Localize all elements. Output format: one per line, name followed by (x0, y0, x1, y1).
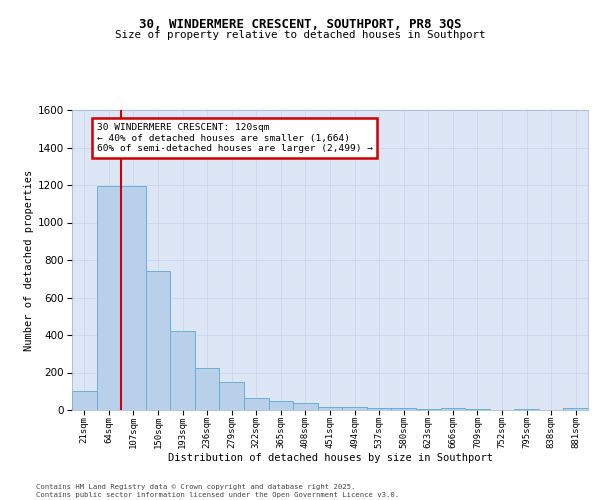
Text: 30 WINDERMERE CRESCENT: 120sqm
← 40% of detached houses are smaller (1,664)
60% : 30 WINDERMERE CRESCENT: 120sqm ← 40% of … (97, 123, 373, 153)
Bar (244, 398, 269, 410)
Bar (440, 408, 465, 410)
Bar (416, 409, 440, 410)
Bar (121, 186, 146, 410)
Bar (293, 404, 318, 410)
Text: Size of property relative to detached houses in Southport: Size of property relative to detached ho… (115, 30, 485, 40)
Bar (563, 408, 588, 410)
Y-axis label: Number of detached properties: Number of detached properties (24, 170, 34, 350)
X-axis label: Distribution of detached houses by size in Southport: Distribution of detached houses by size … (167, 452, 493, 462)
Text: 30, WINDERMERE CRESCENT, SOUTHPORT, PR8 3QS: 30, WINDERMERE CRESCENT, SOUTHPORT, PR8 … (139, 18, 461, 30)
Bar (514, 409, 539, 410)
Bar (72, 391, 97, 410)
Bar (146, 271, 170, 410)
Bar (318, 407, 342, 410)
Bar (342, 407, 367, 410)
Bar (391, 408, 416, 410)
Bar (97, 186, 121, 410)
Text: Contains HM Land Registry data © Crown copyright and database right 2025.
Contai: Contains HM Land Registry data © Crown c… (36, 484, 399, 498)
Bar (367, 408, 391, 410)
Bar (195, 368, 220, 410)
Bar (465, 409, 490, 410)
Bar (269, 400, 293, 410)
Bar (220, 382, 244, 410)
Bar (170, 331, 195, 410)
